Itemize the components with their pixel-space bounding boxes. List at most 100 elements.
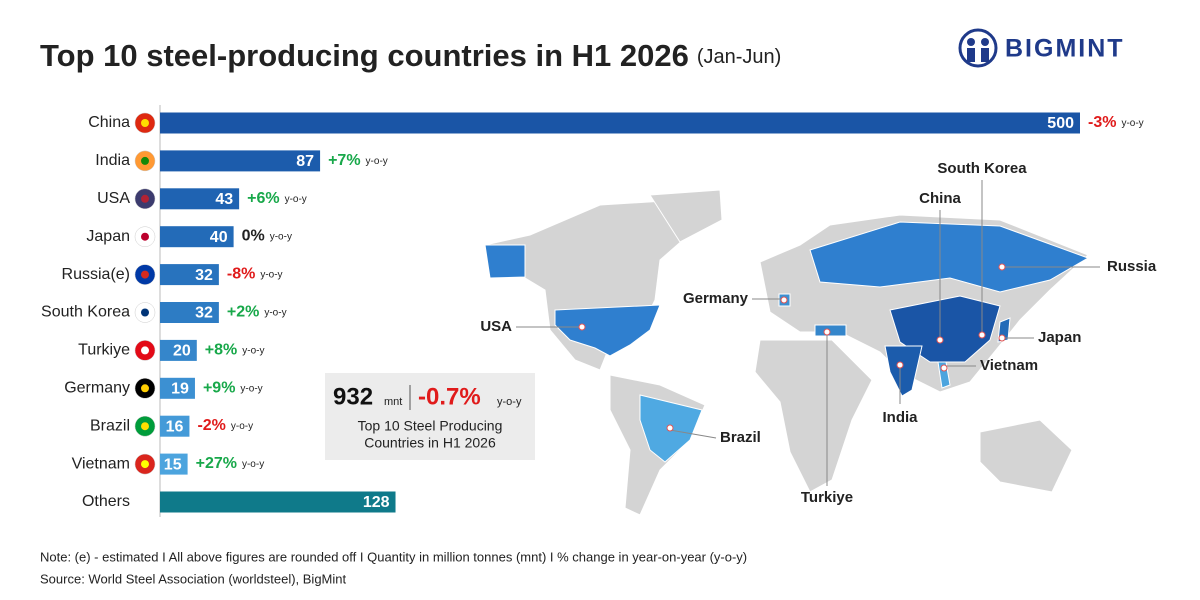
value-label: 32 [195,267,213,284]
change-label: +9% y-o-y [203,380,263,397]
summary-caption: Countries in H1 2026 [364,435,496,451]
value-label: 15 [164,456,182,473]
flag-emblem [141,384,149,393]
category-label: South Korea [41,304,130,321]
change-label: +7% y-o-y [328,152,388,169]
category-label: Vietnam [72,455,130,472]
change-label: +8% y-o-y [205,342,265,359]
map-label: South Korea [937,160,1027,177]
change-unit: y-o-y [240,383,262,394]
logo-body [981,48,989,62]
bar [160,302,219,323]
change-value: +7% [328,152,360,169]
world-map [484,189,1090,516]
flag-emblem [141,422,149,431]
change-value: 0% [242,228,265,245]
value-label: 16 [166,418,184,435]
map-label: China [919,190,961,207]
bar [160,339,197,361]
change-value: -3% [1088,114,1116,131]
chart-title: Top 10 steel-producing countries in H1 2… [40,38,781,73]
logo-text: BIGMINT [1005,35,1125,63]
value-label: 20 [173,343,191,360]
change-label: 0% y-o-y [242,228,292,245]
map-label: Germany [683,290,749,307]
category-label: Others [82,493,130,510]
map-dot [666,424,674,432]
map-label: Brazil [720,429,761,446]
change-unit: y-o-y [285,193,307,204]
india-shape [884,345,923,397]
flag-emblem [141,270,149,279]
logo: BIGMINT [958,28,1125,68]
value-label: 40 [210,229,228,246]
value-label: 500 [1047,115,1074,132]
map-dot [998,334,1006,342]
change-unit: y-o-y [260,269,282,280]
turkiye-shape [814,324,847,337]
category-label: Russia(e) [62,266,130,283]
bar [160,377,195,399]
map-label: India [882,409,918,426]
bar [160,453,188,475]
summary-unit: mnt [384,396,402,408]
summary-total: 932 [333,383,373,410]
change-unit: y-o-y [242,459,264,470]
source: Source: World Steel Association (worldst… [40,571,346,586]
category-label: USA [97,190,130,207]
change-value: -2% [197,417,225,434]
change-unit: y-o-y [264,307,286,318]
usa-shape [554,304,661,357]
change-unit: y-o-y [1121,118,1143,129]
map-dot [780,296,788,304]
map-dot [578,323,586,331]
value-label: 128 [363,494,390,511]
map-dot [896,361,904,369]
category-label: Brazil [90,417,130,434]
subtitle: (Jan-Jun) [697,46,781,68]
change-value: +8% [205,342,237,359]
logo-dot [981,38,989,46]
bar [160,491,396,513]
value-label: 32 [195,305,213,322]
category-label: India [95,152,130,169]
map-label: Russia [1107,258,1157,275]
map-label: Vietnam [980,357,1038,374]
change-value: +9% [203,380,235,397]
summary-change-unit: y-o-y [497,396,522,408]
change-label: +6% y-o-y [247,190,307,207]
map-dot [936,336,944,344]
change-label: -3% y-o-y [1088,114,1144,131]
change-label: +27% y-o-y [196,455,265,472]
flag-emblem [141,308,149,317]
change-value: -8% [227,266,255,283]
summary-box [325,373,535,460]
bar [160,188,240,210]
change-value: +2% [227,304,259,321]
value-label: 87 [296,153,314,170]
change-label: -8% y-o-y [227,266,283,283]
value-label: 19 [171,381,189,398]
australia [979,419,1073,493]
change-value: +6% [247,190,279,207]
category-label: Germany [64,380,130,397]
logo-ring [958,28,998,68]
logo-dot [967,38,975,46]
category-label: China [88,114,130,131]
change-value: +27% [196,455,237,472]
map-dot [998,263,1006,271]
map-dot [940,364,948,372]
africa [754,339,873,493]
map-label: Turkiye [801,489,853,506]
bar [160,112,1080,134]
bar [160,150,321,172]
leader-line [669,429,717,439]
logo-body [967,48,975,62]
bar [160,226,234,248]
bar [160,415,190,437]
note: Note: (e) - estimated I All above figure… [40,549,747,564]
change-unit: y-o-y [366,156,388,167]
change-unit: y-o-y [231,421,253,432]
change-label: +2% y-o-y [227,304,287,321]
